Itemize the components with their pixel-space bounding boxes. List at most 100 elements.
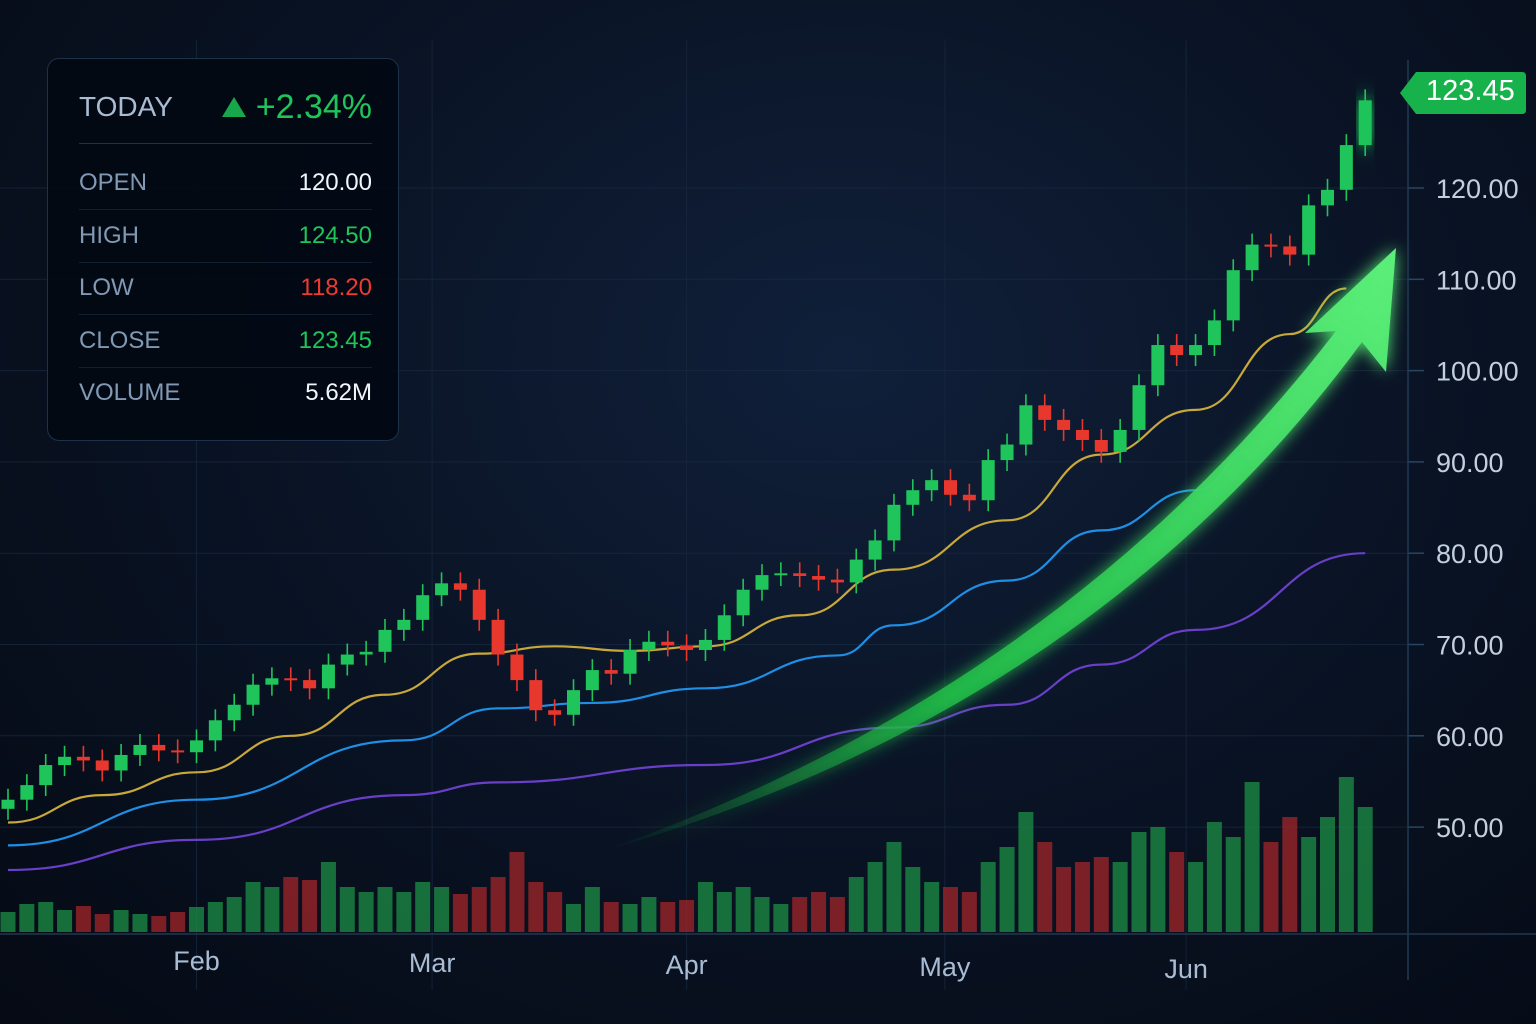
volume-bar xyxy=(415,882,431,932)
stat-value: 120.00 xyxy=(298,169,372,196)
candle xyxy=(359,640,373,666)
x-tick-label: Feb xyxy=(173,946,220,976)
candle xyxy=(472,578,486,631)
candle-body xyxy=(981,460,995,501)
volume-bar xyxy=(170,912,186,932)
candle xyxy=(529,669,543,722)
candle xyxy=(793,562,807,587)
volume-bar xyxy=(999,847,1015,932)
candle xyxy=(717,604,731,651)
volume-bar xyxy=(320,862,336,932)
divider xyxy=(79,143,372,144)
volume-bar xyxy=(1112,862,1128,932)
candle xyxy=(548,699,562,726)
candle xyxy=(944,469,957,506)
candle xyxy=(510,643,524,692)
stat-value: 124.50 xyxy=(298,221,372,249)
candle xyxy=(1057,408,1071,441)
candle xyxy=(774,562,788,587)
candle xyxy=(435,572,449,607)
volume-bar xyxy=(886,842,902,932)
candle xyxy=(397,608,411,641)
candle xyxy=(303,669,317,700)
candle-body xyxy=(1302,205,1316,255)
candle xyxy=(736,578,750,627)
stat-label: VOLUME xyxy=(79,379,181,406)
stat-value: 5.62M xyxy=(305,379,372,406)
volume-bar xyxy=(94,914,110,932)
volume-bar xyxy=(980,862,996,932)
candle xyxy=(680,634,694,661)
volume-bar xyxy=(1320,817,1335,932)
candle-body xyxy=(680,645,694,650)
candle-body xyxy=(585,670,599,691)
volume-bar xyxy=(151,916,167,932)
volume-bar xyxy=(660,902,676,932)
volume-bar xyxy=(189,907,204,932)
current-price: 123.45 xyxy=(1426,75,1515,107)
candle-body xyxy=(623,649,637,674)
volume-bar xyxy=(697,882,713,932)
candle xyxy=(981,449,995,512)
volume-bar xyxy=(773,904,789,932)
volume-bar xyxy=(1357,807,1373,932)
candle xyxy=(1245,233,1259,282)
volume-bar xyxy=(603,902,619,932)
volume-bar xyxy=(1338,777,1354,932)
candle xyxy=(925,469,939,502)
candle xyxy=(567,679,580,726)
today-summary-panel: TODAY +2.34% OPEN 120.00 HIGH 124.50 LOW 118.… xyxy=(47,58,399,441)
stat-row-high: HIGH 124.50 xyxy=(79,210,372,263)
candle xyxy=(755,564,769,601)
candle xyxy=(95,749,109,782)
candle-body xyxy=(548,710,562,715)
candle-body xyxy=(1358,100,1372,146)
candle-body xyxy=(887,504,901,541)
candle-body xyxy=(190,740,203,753)
candle xyxy=(152,733,166,762)
volume-bar xyxy=(1169,852,1185,932)
candle-body xyxy=(717,615,731,640)
volume-bar xyxy=(264,887,280,932)
stat-label: OPEN xyxy=(79,169,148,196)
volume-bar xyxy=(811,892,827,932)
candle-body xyxy=(58,756,72,766)
candle-body xyxy=(435,583,449,596)
candle xyxy=(1132,374,1146,441)
candle-body xyxy=(529,680,543,711)
candle xyxy=(1,788,15,820)
candle xyxy=(1207,309,1221,356)
volume-bar xyxy=(924,882,940,932)
candle xyxy=(190,729,203,764)
volume-bars xyxy=(0,777,1373,932)
candle-body xyxy=(925,480,939,491)
stat-value: 123.45 xyxy=(298,326,372,354)
candle-body xyxy=(567,690,580,715)
volume-bar xyxy=(509,852,525,932)
volume-bar xyxy=(434,887,450,932)
volume-bar xyxy=(641,897,657,932)
volume-bar xyxy=(57,910,73,932)
candle xyxy=(321,653,335,700)
volume-bar xyxy=(848,877,864,932)
y-tick-label: 70.00 xyxy=(1436,631,1504,661)
volume-bar xyxy=(961,892,977,932)
volume-bar xyxy=(566,904,581,932)
candle xyxy=(1264,233,1278,258)
candles xyxy=(1,89,1372,820)
volume-bar xyxy=(829,897,845,932)
volume-bar xyxy=(396,892,412,932)
x-tick-label: Apr xyxy=(666,950,708,980)
volume-bar xyxy=(377,887,393,932)
x-tick-label: Jun xyxy=(1164,954,1208,984)
candle-body xyxy=(774,573,788,576)
candle-body xyxy=(1038,405,1052,420)
volume-bar xyxy=(1056,867,1072,932)
candle xyxy=(265,667,279,696)
candle-body xyxy=(1,799,15,809)
volume-bar xyxy=(1131,832,1147,932)
candle xyxy=(868,529,882,571)
y-tick-label: 100.00 xyxy=(1436,357,1519,387)
up-triangle-icon xyxy=(221,97,246,117)
volume-bar xyxy=(38,902,54,932)
